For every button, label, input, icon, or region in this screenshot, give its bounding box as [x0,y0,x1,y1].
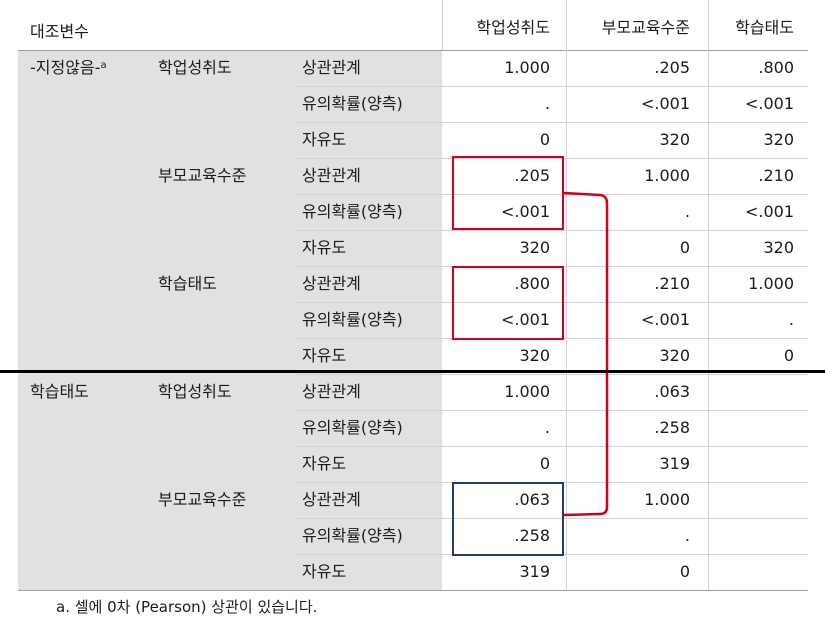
statistic-label: 상관관계 [302,58,361,77]
table-cell-value: . [544,94,550,113]
table-cell-value: .205 [514,166,550,185]
row-divider [296,158,808,159]
table-cell-value: 1.000 [644,490,690,509]
statistic-label: 유의확률(양측) [302,202,403,221]
control-variable-header: 대조변수 [30,22,89,41]
row-divider [296,374,808,375]
column-divider [708,0,709,590]
table-cell-value: 1.000 [504,382,550,401]
column-header-learning-attitude: 학습태도 [735,18,794,37]
control-variable-text: -지정않음- [30,58,101,77]
table-cell-value: 320 [659,130,690,149]
control-variable-label: 학습태도 [30,374,89,410]
table-cell-value: .210 [654,274,690,293]
column-divider [442,0,443,50]
table-cell-value: 1.000 [644,166,690,185]
column-header-parent-education: 부모교육수준 [601,18,690,37]
table-cell-value: . [684,202,690,221]
label-column-background [18,50,442,590]
table-cell-value: .063 [514,490,550,509]
row-divider [296,410,808,411]
statistic-label: 유의확률(양측) [302,94,403,113]
table-cell-value: <.001 [744,94,794,113]
table-cell-value: .258 [514,526,550,545]
section-divider [0,370,825,373]
variable-label: 학업성취도 [158,382,232,401]
table-cell-value: 320 [519,238,550,257]
column-header-achievement: 학업성취도 [476,18,550,37]
table-cell-value: 0 [783,346,794,365]
control-variable-text: 학습태도 [30,382,89,401]
row-divider [296,86,808,87]
variable-label: 부모교육수준 [158,166,247,185]
row-divider [296,122,808,123]
table-cell-value: <.001 [640,310,690,329]
variable-label: 부모교육수준 [158,490,247,509]
row-divider [296,302,808,303]
table-cell-value: 320 [763,130,794,149]
statistic-label: 자유도 [302,130,347,149]
table-cell-value: .800 [514,274,550,293]
highlight-box-red-2 [452,266,564,340]
table-cell-value: .210 [758,166,794,185]
statistic-label: 자유도 [302,562,347,581]
control-variable-label: -지정않음-a [30,50,107,86]
header-bottom-border [18,50,808,51]
table-cell-value: 0 [539,130,550,149]
statistic-label: 유의확률(양측) [302,310,403,329]
table-cell-value: . [544,418,550,437]
statistic-label: 자유도 [302,346,347,365]
row-divider [296,518,808,519]
table-cell-value: 0 [539,454,550,473]
table-cell-value: 319 [519,562,550,581]
table-cell-value: <.001 [744,202,794,221]
table-cell-value: 0 [679,562,690,581]
row-divider [296,230,808,231]
footnote-marker: a [100,60,107,71]
table-cell-value: 1.000 [504,58,550,77]
table-cell-value: 319 [659,454,690,473]
table-cell-value: 1.000 [748,274,794,293]
statistic-label: 상관관계 [302,490,361,509]
statistic-label: 자유도 [302,238,347,257]
statistic-label: 상관관계 [302,382,361,401]
table-cell-value: 320 [659,346,690,365]
table-cell-value: .258 [654,418,690,437]
statistic-label: 유의확률(양측) [302,418,403,437]
footnote: a. 셀에 0차 (Pearson) 상관이 있습니다. [56,598,318,616]
table-bottom-border [18,590,808,591]
table-cell-value: .800 [758,58,794,77]
table-cell-value: .205 [654,58,690,77]
table-cell-value: . [788,310,794,329]
row-divider [296,194,808,195]
highlight-box-red-1 [452,156,564,230]
table-cell-value: <.001 [640,94,690,113]
table-cell-value: . [684,526,690,545]
table-cell-value: .063 [654,382,690,401]
variable-label: 학습태도 [158,274,217,293]
table-cell-value: 0 [679,238,690,257]
table-cell-value: 320 [763,238,794,257]
statistic-label: 자유도 [302,454,347,473]
table-cell-value: 320 [519,346,550,365]
column-divider [566,0,567,590]
table-cell-value: <.001 [500,310,550,329]
statistic-label: 상관관계 [302,166,361,185]
variable-label: 학업성취도 [158,58,232,77]
highlight-box-blue [452,482,564,556]
table-cell-value: <.001 [500,202,550,221]
statistic-label: 유의확률(양측) [302,526,403,545]
statistic-label: 상관관계 [302,274,361,293]
row-divider [296,446,808,447]
